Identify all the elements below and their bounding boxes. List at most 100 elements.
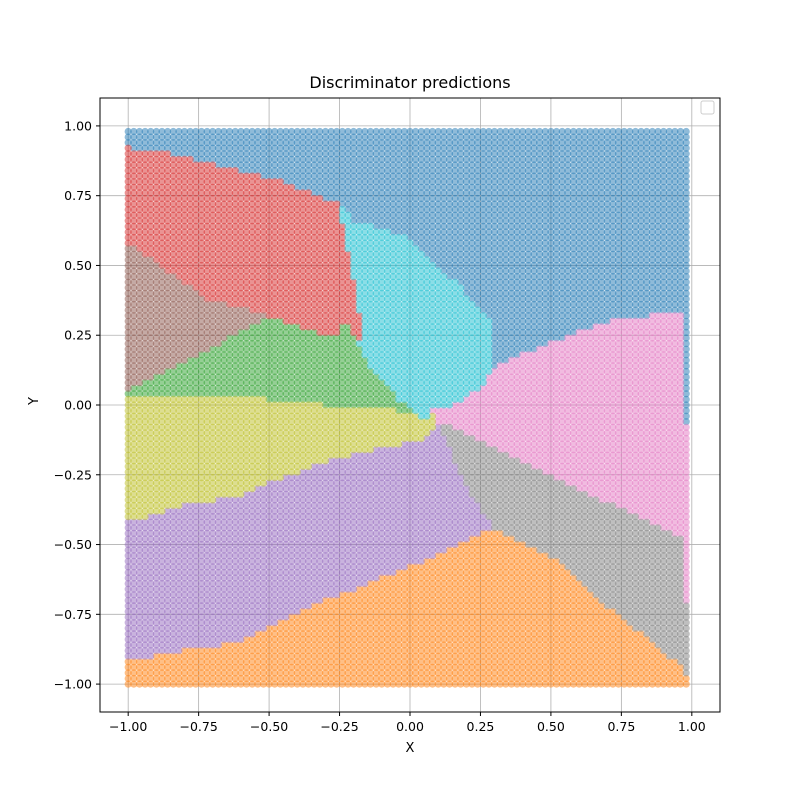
data-point xyxy=(603,300,611,309)
data-point xyxy=(502,194,510,203)
data-point xyxy=(434,228,442,236)
data-point xyxy=(682,206,690,214)
data-point xyxy=(293,183,301,191)
data-point xyxy=(519,306,527,314)
data-point xyxy=(547,261,555,270)
data-point xyxy=(643,217,651,225)
data-point xyxy=(626,289,634,297)
data-point xyxy=(513,194,521,203)
data-point xyxy=(643,189,651,197)
data-point xyxy=(609,228,617,236)
data-point xyxy=(654,233,662,242)
data-point xyxy=(682,217,690,225)
data-point xyxy=(428,211,437,219)
data-point xyxy=(648,250,657,258)
data-point xyxy=(614,217,623,225)
data-point xyxy=(406,222,414,230)
data-point xyxy=(502,356,510,364)
data-point xyxy=(575,206,583,214)
data-point xyxy=(671,222,679,230)
data-point xyxy=(417,233,425,242)
data-point xyxy=(479,295,487,303)
data-point xyxy=(366,194,375,203)
data-point xyxy=(445,261,454,270)
data-point xyxy=(547,284,555,292)
data-point xyxy=(682,401,690,409)
data-point xyxy=(541,278,549,286)
data-point xyxy=(400,222,408,230)
data-point xyxy=(536,206,544,214)
data-point xyxy=(417,211,425,219)
data-point xyxy=(575,312,583,320)
data-point xyxy=(462,289,470,297)
data-point xyxy=(665,233,673,242)
data-point xyxy=(513,345,521,353)
data-point xyxy=(536,340,544,348)
data-point xyxy=(490,317,499,325)
data-point xyxy=(462,278,470,286)
data-point xyxy=(536,211,544,219)
data-point xyxy=(558,250,566,258)
data-point xyxy=(372,183,380,191)
data-point xyxy=(519,245,527,253)
data-point xyxy=(558,233,566,242)
data-point xyxy=(502,206,510,214)
data-point xyxy=(513,351,521,359)
data-point xyxy=(457,261,465,270)
data-point xyxy=(660,239,668,247)
data-point xyxy=(637,261,645,270)
data-point xyxy=(445,211,454,219)
data-point xyxy=(547,194,555,203)
data-point xyxy=(507,206,516,214)
data-point xyxy=(558,222,566,230)
data-point xyxy=(490,351,499,359)
data-point xyxy=(457,211,465,219)
data-point xyxy=(513,228,521,236)
data-point xyxy=(490,345,499,353)
data-point xyxy=(395,183,403,191)
data-point xyxy=(513,211,521,219)
data-point xyxy=(665,306,673,314)
data-point xyxy=(581,233,589,242)
data-point xyxy=(558,228,566,236)
data-point xyxy=(586,233,595,242)
data-point xyxy=(552,200,561,208)
data-point xyxy=(620,295,628,303)
data-point xyxy=(654,289,662,297)
data-point xyxy=(569,312,578,320)
data-point xyxy=(564,273,572,281)
data-point xyxy=(626,200,634,208)
data-point xyxy=(496,217,504,225)
data-point xyxy=(648,273,657,281)
data-point xyxy=(637,300,645,309)
data-point xyxy=(654,267,662,275)
data-point xyxy=(395,217,403,225)
data-point xyxy=(462,217,470,225)
data-point xyxy=(654,295,662,303)
data-point xyxy=(474,211,482,219)
data-point xyxy=(626,239,634,247)
data-point xyxy=(434,261,442,270)
data-point xyxy=(344,189,352,197)
data-point xyxy=(451,183,459,191)
data-point xyxy=(671,233,679,242)
data-point xyxy=(609,312,617,320)
data-point xyxy=(389,183,397,191)
data-point xyxy=(451,228,459,236)
data-point xyxy=(603,312,611,320)
data-point xyxy=(400,183,408,191)
data-point xyxy=(366,200,375,208)
data-point xyxy=(502,189,510,197)
data-point xyxy=(637,189,645,197)
data-point xyxy=(564,267,572,275)
data-point xyxy=(536,289,544,297)
data-point xyxy=(581,306,589,314)
data-point xyxy=(406,200,414,208)
data-point xyxy=(536,328,544,336)
data-point xyxy=(507,312,516,320)
data-point xyxy=(412,233,420,242)
data-point xyxy=(648,239,657,247)
data-point xyxy=(502,239,510,247)
data-point xyxy=(490,306,499,314)
data-point xyxy=(586,261,595,270)
